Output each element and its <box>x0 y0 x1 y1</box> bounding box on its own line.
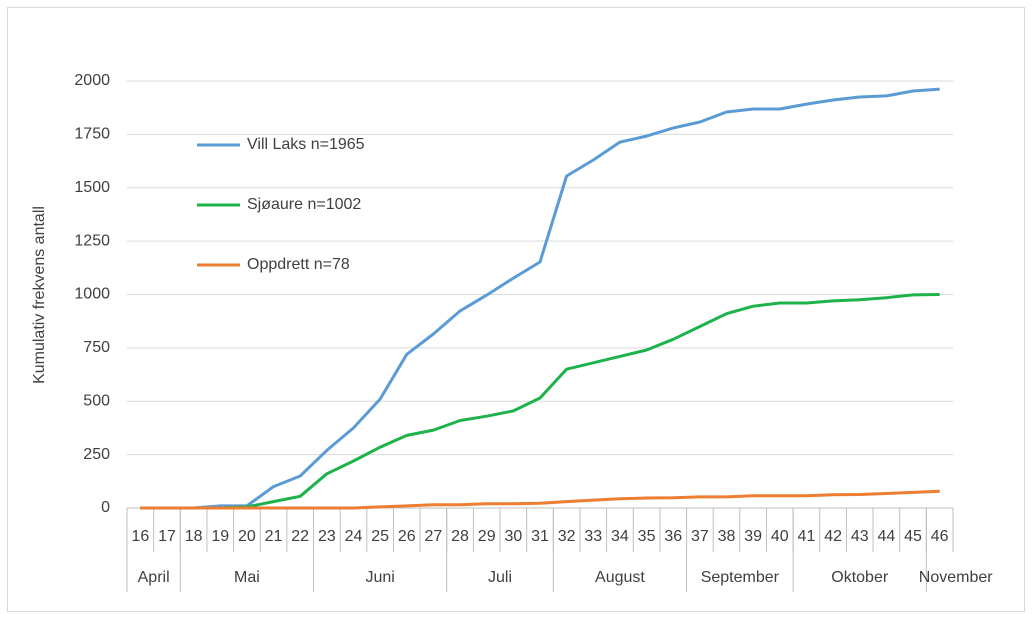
x-tick-label: 20 <box>238 528 256 545</box>
x-tick-label: 19 <box>211 528 229 545</box>
x-tick-label: 33 <box>584 528 602 545</box>
group-label: Mai <box>234 569 260 586</box>
legend-label: Vill Laks n=1965 <box>247 136 365 153</box>
x-tick-label: 45 <box>904 528 922 545</box>
y-tick-label: 1750 <box>74 126 110 143</box>
x-tick-label: 46 <box>931 528 949 545</box>
x-tick-label: 30 <box>504 528 522 545</box>
x-tick-label: 34 <box>611 528 629 545</box>
x-tick-label: 25 <box>371 528 389 545</box>
group-label: November <box>919 569 993 586</box>
x-tick-label: 37 <box>691 528 709 545</box>
y-tick-label: 1500 <box>74 179 110 196</box>
x-tick-label: 36 <box>664 528 682 545</box>
x-tick-label: 21 <box>265 528 283 545</box>
x-tick-label: 35 <box>638 528 656 545</box>
chart-border <box>7 7 1025 612</box>
x-tick-label: 23 <box>318 528 336 545</box>
x-tick-label: 40 <box>771 528 789 545</box>
y-tick-label: 750 <box>83 339 110 356</box>
y-tick-label: 1250 <box>74 232 110 249</box>
x-tick-label: 44 <box>877 528 895 545</box>
y-tick-label: 500 <box>83 392 110 409</box>
series-line <box>140 489 940 510</box>
group-label: August <box>595 569 645 586</box>
y-tick-label: 0 <box>101 499 110 516</box>
x-tick-label: 38 <box>718 528 736 545</box>
series-line <box>140 293 940 510</box>
group-label: Juni <box>365 569 394 586</box>
legend-label: Sjøaure n=1002 <box>247 196 361 213</box>
x-tick-label: 24 <box>345 528 363 545</box>
x-tick-label: 28 <box>451 528 469 545</box>
group-label: Oktober <box>831 569 889 586</box>
y-tick-label: 1000 <box>74 286 110 303</box>
group-label: Juli <box>488 569 512 586</box>
x-tick-label: 18 <box>185 528 203 545</box>
y-tick-label: 2000 <box>74 72 110 89</box>
series-line <box>140 87 940 510</box>
x-tick-label: 41 <box>798 528 816 545</box>
group-label: September <box>701 569 780 586</box>
x-tick-label: 16 <box>131 528 149 545</box>
y-tick-label: 250 <box>83 446 110 463</box>
x-tick-label: 43 <box>851 528 869 545</box>
group-label: April <box>138 569 170 586</box>
x-tick-label: 29 <box>478 528 496 545</box>
x-tick-label: 31 <box>531 528 549 545</box>
x-tick-label: 26 <box>398 528 416 545</box>
x-tick-label: 39 <box>744 528 762 545</box>
y-axis-label: Kumulativ frekvens antall <box>31 206 48 384</box>
x-tick-label: 22 <box>291 528 309 545</box>
legend-label: Oppdrett n=78 <box>247 256 350 273</box>
x-tick-label: 27 <box>425 528 443 545</box>
x-tick-label: 17 <box>158 528 176 545</box>
x-tick-label: 42 <box>824 528 842 545</box>
x-tick-label: 32 <box>558 528 576 545</box>
